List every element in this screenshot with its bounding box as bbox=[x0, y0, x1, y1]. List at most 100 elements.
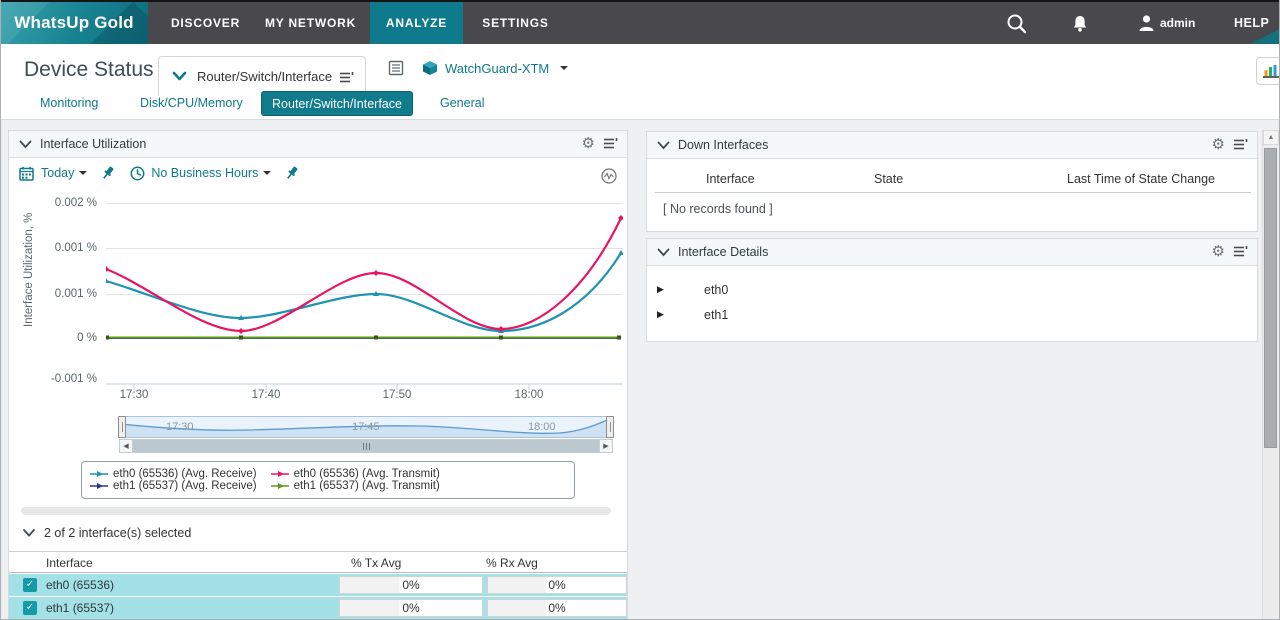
scroll-right-arrow[interactable]: ▶ bbox=[599, 440, 612, 452]
calendar-icon[interactable] bbox=[19, 166, 34, 181]
chart-horizontal-scrollbar[interactable]: ◀ ▶ bbox=[119, 439, 613, 453]
legend-item[interactable]: eth0 (65536) (Avg. Transmit) bbox=[270, 468, 440, 480]
panel-menu-icon[interactable] bbox=[1233, 137, 1249, 152]
navigator-label: 17:45 bbox=[352, 421, 380, 433]
column-rx-avg[interactable]: % Rx Avg bbox=[486, 556, 538, 570]
x-tick-label: 17:30 bbox=[119, 389, 149, 401]
column-last-state-change[interactable]: Last Time of State Change bbox=[1067, 172, 1216, 186]
row-checkbox[interactable]: ✓ bbox=[23, 578, 37, 592]
legend-item[interactable]: eth0 (65536) (Avg. Receive) bbox=[90, 468, 257, 480]
nav-item-settings[interactable]: SETTINGS bbox=[482, 16, 549, 30]
legend-item[interactable]: eth1 (65537) (Avg. Receive) bbox=[90, 480, 257, 492]
app-logo[interactable]: WhatsUp Gold bbox=[0, 2, 148, 44]
scrollbar-thumb[interactable] bbox=[1264, 148, 1277, 448]
panel-menu-icon[interactable] bbox=[1233, 244, 1249, 259]
series-eth0-transmit bbox=[106, 217, 622, 333]
navigator-left-handle[interactable] bbox=[118, 416, 126, 438]
device-selector[interactable]: WatchGuard-XTM bbox=[388, 60, 569, 76]
tree-row-eth1[interactable]: ▶ eth1 bbox=[647, 304, 1257, 328]
down-interfaces-panel: Down Interfaces ⚙ Interface State Last T… bbox=[646, 131, 1258, 232]
tx-avg-value: 0% bbox=[339, 576, 483, 594]
x-tick-label: 17:40 bbox=[251, 389, 281, 401]
scroll-left-arrow[interactable]: ◀ bbox=[120, 440, 133, 452]
series-eth0-receive bbox=[106, 252, 622, 333]
pin-icon[interactable] bbox=[285, 165, 300, 181]
tree-row-eth0[interactable]: ▶ eth0 bbox=[647, 279, 1257, 303]
utilization-line-chart[interactable] bbox=[106, 191, 623, 399]
interface-name: eth1 bbox=[704, 308, 729, 322]
column-state[interactable]: State bbox=[874, 172, 904, 186]
interface-name: eth1 (65537) bbox=[46, 601, 115, 615]
scroll-up-arrow[interactable]: ▲ bbox=[1263, 130, 1279, 145]
chart-view-button[interactable] bbox=[1256, 57, 1280, 85]
gear-icon[interactable]: ⚙ bbox=[581, 135, 595, 152]
nav-item-analyze[interactable]: ANALYZE bbox=[370, 2, 463, 44]
navigator-preview-area bbox=[120, 417, 612, 437]
business-hours-dropdown[interactable]: No Business Hours bbox=[151, 166, 259, 180]
chart-options-icon[interactable] bbox=[601, 168, 617, 184]
navigator-right-handle[interactable] bbox=[606, 416, 614, 438]
chevron-down-icon bbox=[172, 71, 187, 81]
user-menu[interactable]: admin bbox=[1138, 14, 1195, 32]
column-interface[interactable]: Interface bbox=[46, 556, 93, 570]
pink-markers bbox=[106, 215, 623, 334]
gear-icon[interactable]: ⚙ bbox=[1211, 136, 1225, 153]
help-link[interactable]: HELP bbox=[1234, 16, 1270, 30]
table-row[interactable]: ✓ eth0 (65536) 0% 0% bbox=[9, 574, 627, 596]
legend-label: eth0 (65536) (Avg. Receive) bbox=[113, 468, 257, 480]
column-tx-avg[interactable]: % Tx Avg bbox=[351, 556, 402, 570]
navigator-label: 18:00 bbox=[528, 421, 556, 433]
legend-label: eth1 (65537) (Avg. Receive) bbox=[113, 480, 257, 492]
row-checkbox[interactable]: ✓ bbox=[23, 601, 37, 615]
panel-menu-icon[interactable] bbox=[603, 136, 619, 151]
expand-arrow-icon[interactable]: ▶ bbox=[657, 309, 664, 319]
scrollbar-thumb[interactable] bbox=[133, 440, 599, 452]
tab-monitoring[interactable]: Monitoring bbox=[40, 96, 99, 110]
date-range-dropdown[interactable]: Today bbox=[41, 166, 75, 180]
gear-icon[interactable]: ⚙ bbox=[1211, 243, 1225, 260]
chart-legend: eth0 (65536) (Avg. Receive) eth0 (65536)… bbox=[81, 461, 575, 499]
page-title: Device Status bbox=[24, 58, 154, 81]
nav-item-discover[interactable]: DISCOVER bbox=[170, 16, 241, 30]
legend-marker bbox=[270, 471, 289, 477]
chart-range-navigator[interactable]: 17:30 17:45 18:00 bbox=[118, 416, 614, 438]
notifications-bell-icon[interactable] bbox=[1072, 15, 1088, 38]
legend-item[interactable]: eth1 (65537) (Avg. Transmit) bbox=[270, 480, 440, 492]
selected-interfaces-header[interactable]: 2 of 2 interface(s) selected bbox=[23, 526, 191, 540]
view-selector-tab[interactable]: Router/Switch/Interface bbox=[158, 56, 366, 96]
table-row[interactable]: ✓ eth1 (65537) 0% 0% bbox=[9, 597, 627, 619]
menu-options-icon[interactable] bbox=[339, 70, 355, 85]
tab-general[interactable]: General bbox=[440, 96, 485, 110]
username-label: admin bbox=[1160, 16, 1196, 30]
gridline bbox=[106, 203, 623, 204]
legend-marker bbox=[90, 483, 108, 489]
report-list-icon[interactable] bbox=[388, 60, 404, 76]
bar-chart-icon bbox=[1263, 65, 1279, 78]
user-icon bbox=[1139, 15, 1154, 31]
chevron-down-icon[interactable] bbox=[79, 171, 88, 175]
page-vertical-scrollbar[interactable]: ▲ bbox=[1262, 130, 1279, 620]
y-tick-label: 0.001 % bbox=[54, 242, 97, 254]
tx-avg-value: 0% bbox=[339, 599, 483, 617]
empty-table-message: [ No records found ] bbox=[663, 202, 773, 216]
nav-item-my-network[interactable]: MY NETWORK bbox=[264, 16, 357, 30]
tab-router-switch-interface[interactable]: Router/Switch/Interface bbox=[262, 92, 412, 115]
collapse-chevron-icon[interactable] bbox=[23, 529, 35, 537]
teal-markers bbox=[106, 250, 623, 333]
collapse-chevron-icon[interactable] bbox=[19, 140, 32, 149]
x-tick-label: 17:50 bbox=[382, 389, 412, 401]
chevron-down-icon[interactable] bbox=[560, 66, 569, 70]
search-icon[interactable] bbox=[1005, 12, 1029, 41]
collapse-chevron-icon[interactable] bbox=[657, 141, 670, 150]
corner-accent bbox=[1250, 29, 1280, 44]
collapse-chevron-icon[interactable] bbox=[657, 248, 670, 257]
panel-header: Interface Utilization ⚙ bbox=[9, 131, 627, 158]
pin-icon[interactable] bbox=[101, 165, 116, 181]
horizontal-splitter[interactable] bbox=[21, 507, 611, 515]
column-interface[interactable]: Interface bbox=[706, 172, 755, 186]
interface-name: eth0 bbox=[704, 283, 729, 297]
chevron-down-icon[interactable] bbox=[263, 171, 272, 175]
top-navigation: WhatsUp Gold DISCOVER MY NETWORK ANALYZE… bbox=[0, 0, 1280, 44]
expand-arrow-icon[interactable]: ▶ bbox=[657, 284, 664, 294]
tab-disk-cpu-memory[interactable]: Disk/CPU/Memory bbox=[140, 96, 243, 110]
